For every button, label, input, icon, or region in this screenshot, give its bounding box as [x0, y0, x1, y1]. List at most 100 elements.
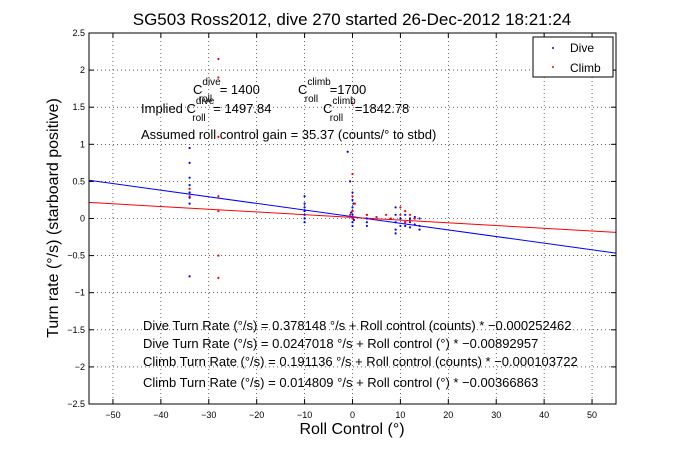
data-point-dive: [188, 176, 191, 179]
data-point-dive: [188, 191, 191, 194]
data-point-dive: [394, 232, 397, 235]
data-point-dive: [303, 217, 306, 220]
y-tick-label: −1: [75, 288, 85, 298]
climb-eq-degrees: Climb Turn Rate (°/s) = 0.014809 °/s + R…: [143, 375, 538, 390]
data-point-climb: [217, 254, 220, 257]
implied-c-roll-climb: Cclimb roll =1842.78: [323, 96, 409, 124]
data-point-climb: [375, 215, 378, 219]
dive-eq-degrees: Dive Turn Rate (°/s) = 0.0247018 °/s + R…: [143, 336, 538, 351]
x-tick-label: 40: [539, 410, 549, 420]
data-point-climb: [365, 213, 368, 216]
data-point-dive: [404, 213, 407, 216]
c-roll-dive: Cdive roll = 1400: [193, 77, 260, 105]
data-point-dive: [303, 206, 306, 209]
data-point-dive: [349, 211, 353, 214]
data-point-climb: [389, 217, 392, 220]
data-point-climb: [217, 195, 220, 198]
data-point-dive: [399, 224, 402, 228]
data-points: [188, 57, 421, 279]
data-point-dive: [351, 191, 354, 194]
x-tick-label: 20: [443, 410, 453, 420]
data-point-climb: [217, 209, 220, 213]
data-point-dive: [303, 213, 306, 216]
data-point-dive: [303, 202, 306, 205]
data-point-climb: [408, 218, 412, 222]
data-point-dive: [303, 221, 306, 224]
roll-gain-text: Assumed roll control gain = 35.37 (count…: [141, 127, 436, 142]
data-point-dive: [351, 221, 354, 224]
data-point-dive: [349, 180, 352, 183]
legend-label-climb: Climb: [570, 61, 601, 75]
y-tick-label: 1.5: [72, 102, 85, 112]
data-point-climb: [188, 187, 191, 190]
legend-label-dive: Dive: [570, 41, 594, 55]
data-point-climb: [217, 135, 220, 138]
y-tick-label: 0.5: [72, 176, 85, 186]
x-tick-label: −30: [201, 410, 216, 420]
data-point-climb: [399, 213, 402, 216]
data-point-dive: [188, 275, 191, 278]
data-point-climb: [217, 276, 220, 279]
data-point-dive: [394, 206, 397, 209]
data-point-climb: [217, 57, 220, 61]
data-point-dive: [303, 209, 306, 213]
y-tick-label: 0: [80, 214, 85, 224]
x-axis-ticks: −50 −40 −30 −20 −10 0 10 20 30 40 50: [105, 33, 597, 420]
y-axis-label: Turn rate (°/s) (starboard positive): [45, 98, 62, 338]
y-tick-label: 1: [80, 139, 85, 149]
data-point-dive: [351, 224, 354, 228]
legend-marker-climb: [552, 66, 554, 68]
data-point-climb: [349, 213, 352, 216]
x-axis-label: Roll Control (°): [299, 421, 404, 438]
data-point-dive: [408, 221, 412, 224]
data-point-dive: [351, 206, 354, 209]
data-point-dive: [399, 217, 402, 220]
x-tick-label: 50: [587, 410, 597, 420]
data-point-dive: [188, 184, 191, 187]
x-tick-label: 10: [395, 410, 405, 420]
data-point-dive: [188, 146, 191, 150]
data-point-dive: [365, 221, 368, 224]
data-point-climb: [404, 209, 407, 213]
data-point-dive: [418, 228, 421, 231]
data-point-dive: [394, 221, 397, 224]
annotations: Cdive roll = 1400 Cclimb roll =1700 Implie…: [141, 77, 578, 390]
data-point-dive: [413, 223, 416, 226]
y-tick-label: −2.5: [67, 399, 85, 409]
data-point-climb: [351, 217, 354, 220]
data-point-climb: [408, 213, 412, 216]
y-tick-label: −2: [75, 362, 85, 372]
data-point-dive: [404, 224, 407, 228]
data-point-dive: [418, 224, 421, 228]
legend-box: [532, 36, 614, 78]
data-point-climb: [351, 172, 354, 176]
legend-marker-dive: [552, 47, 554, 49]
fit-line: [88, 179, 617, 254]
x-tick-label: −50: [105, 410, 120, 420]
y-tick-label: −1.5: [67, 325, 85, 335]
x-tick-label: −20: [249, 410, 264, 420]
c-roll-climb: Cclimb roll =1700: [298, 77, 366, 105]
data-point-climb: [351, 195, 354, 198]
data-point-climb: [413, 217, 416, 220]
data-point-dive: [365, 224, 368, 228]
y-axis-ticks: 2.5 2 1.5 1 0.5 0 −0.5 −1 −1.5 −2 −2.5: [67, 28, 616, 409]
data-point-climb: [399, 206, 402, 209]
x-tick-label: −40: [153, 410, 168, 420]
data-point-climb: [351, 102, 354, 105]
plot-area: −50 −40 −30 −20 −10 0 10 20 30 40 50 2.521.510.50−…: [67, 28, 617, 420]
data-point-climb: [353, 202, 356, 205]
data-point-dive: [408, 226, 412, 229]
data-point-dive: [346, 150, 349, 153]
data-point-dive: [352, 218, 356, 222]
data-point-dive: [394, 213, 397, 216]
dive-eq-counts: Dive Turn Rate (°/s) = 0.378148 °/s + Ro…: [143, 318, 571, 333]
legend: Dive Climb: [532, 36, 614, 78]
implied-c-roll: Implied Cdive roll = 1497.84: [141, 96, 271, 124]
y-tick-label: −0.5: [67, 251, 85, 261]
x-tick-label: 30: [491, 410, 501, 420]
y-tick-label: 2.5: [72, 28, 85, 38]
data-point-climb: [217, 76, 220, 79]
climb-eq-counts: Climb Turn Rate (°/s) = 0.191136 °/s + R…: [143, 354, 578, 369]
